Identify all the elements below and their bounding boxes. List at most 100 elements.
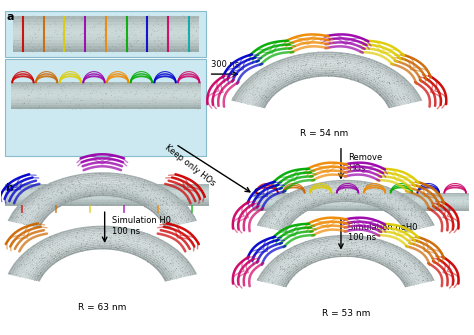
Point [149,260,157,266]
Point [342,204,350,209]
Point [348,242,356,247]
Point [281,219,289,224]
Point [344,62,351,67]
Point [156,264,164,270]
Point [418,209,425,214]
Point [328,54,335,59]
Point [62,93,69,98]
Point [357,187,365,192]
Point [41,189,49,194]
Point [286,191,294,196]
Point [256,90,264,95]
Point [168,207,176,213]
Point [15,207,22,213]
Point [237,84,245,90]
Point [26,272,34,277]
Point [395,70,402,76]
Point [345,51,353,56]
Point [346,75,353,81]
Point [335,70,342,75]
Point [113,187,121,192]
Point [392,103,399,108]
Point [77,88,85,94]
Point [240,94,248,99]
Point [370,185,377,191]
Point [369,182,377,187]
Point [307,242,314,248]
Point [269,78,277,83]
Point [91,182,98,187]
Point [79,17,86,22]
Point [134,48,142,54]
Point [351,238,359,243]
Point [284,279,292,285]
Point [412,224,419,229]
Point [318,197,326,202]
Point [384,194,392,200]
Point [88,180,95,185]
Point [54,190,62,196]
Point [166,90,174,95]
Point [274,282,282,287]
Point [325,69,332,75]
Point [270,69,278,75]
Point [291,244,298,249]
Polygon shape [12,229,192,276]
Point [59,13,67,19]
Point [43,100,51,106]
Point [146,192,154,198]
Point [115,194,123,199]
Point [100,240,107,245]
Point [132,186,140,191]
Point [75,191,82,196]
Point [297,76,305,81]
Point [314,54,322,60]
Point [393,254,401,259]
Point [149,261,157,266]
Point [60,83,68,88]
Point [267,271,274,276]
Point [360,205,368,210]
Point [61,175,68,181]
Point [33,20,41,26]
Point [33,261,40,266]
Point [66,191,74,197]
Point [19,260,27,265]
Point [254,99,261,105]
Point [410,279,418,284]
Point [65,249,73,255]
Point [170,182,177,187]
Point [283,77,291,82]
Point [343,179,351,184]
Point [404,265,412,270]
Point [291,199,299,204]
Point [294,195,302,200]
Point [283,204,291,209]
Point [292,250,300,255]
Point [312,196,320,202]
Point [18,192,25,197]
Point [259,100,267,106]
Point [290,202,297,208]
Point [177,99,184,104]
Point [315,204,322,209]
Point [410,261,417,266]
Point [143,232,150,237]
Point [404,284,411,289]
Point [368,242,375,247]
Point [373,202,381,207]
Point [328,239,335,244]
Point [398,200,405,205]
Point [404,99,411,105]
Point [197,184,205,189]
Point [333,178,341,183]
Point [301,200,308,206]
Point [310,203,318,208]
Point [298,186,306,191]
Point [67,185,74,191]
Point [71,33,79,39]
Point [159,35,166,41]
Point [26,205,33,211]
Point [374,88,381,94]
Point [34,94,42,100]
